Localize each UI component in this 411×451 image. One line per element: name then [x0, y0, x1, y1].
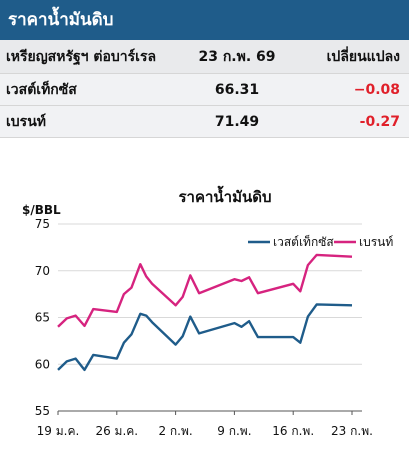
y-axis-label: $/BBL	[22, 203, 61, 217]
oil-price-table: ราคาน้ำมันดิบ เหรียญสหรัฐฯ ต่อบาร์เรล 23…	[0, 0, 409, 138]
row-name: เบรนท์	[6, 114, 46, 130]
y-tick-label: 70	[35, 264, 50, 278]
row-value: 71.49	[214, 114, 260, 130]
series-line	[57, 303, 353, 372]
row-change: −0.08	[353, 82, 400, 98]
y-tick-labels: 55 60 65 70 75	[35, 217, 50, 418]
x-tick-label: 16 ก.พ.	[272, 424, 314, 438]
legend-label: เวสต์เท็กซัส	[273, 234, 334, 249]
legend-label: เบรนท์	[359, 235, 393, 249]
row-value: 66.31	[214, 82, 260, 98]
y-tick-label: 65	[35, 311, 50, 325]
x-tick-label: 19 ม.ค.	[37, 424, 80, 438]
header-date: 23 ก.พ. 69	[198, 49, 276, 65]
table-row-wti: เวสต์เท็กซัส 66.31 −0.08	[0, 74, 409, 106]
y-tick-label: 60	[35, 357, 50, 371]
x-tick-label: 2 ก.พ.	[158, 424, 192, 438]
x-tick-labels: 19 ม.ค. 26 ม.ค. 2 ก.พ. 9 ก.พ. 16 ก.พ. 23 ก.พ.	[37, 424, 373, 438]
x-tick-label: 9 ก.พ.	[217, 424, 251, 438]
y-tick-label: 55	[35, 404, 50, 418]
table-row-brent: เบรนท์ 71.49 -0.27	[0, 106, 409, 138]
x-tick-label: 26 ม.ค.	[95, 424, 138, 438]
table-title: ราคาน้ำมันดิบ	[0, 0, 409, 40]
series-line	[57, 253, 353, 328]
row-name: เวสต์เท็กซัส	[6, 82, 77, 98]
x-tick-label: 23 ก.พ.	[331, 424, 373, 438]
gridlines	[57, 223, 362, 415]
legend: เวสต์เท็กซัส เบรนท์	[248, 234, 393, 249]
header-unit-label: เหรียญสหรัฐฯ ต่อบาร์เรล	[6, 49, 157, 65]
series-lines	[57, 253, 353, 372]
oil-price-chart: ราคาน้ำมันดิบ $/BBL 55 60 65 70 75 19 ม.ค. 26…	[22, 185, 393, 438]
chart-title: ราคาน้ำมันดิบ	[178, 185, 271, 206]
row-change: -0.27	[359, 114, 400, 130]
header-change: เปลี่ยนแปลง	[326, 49, 400, 65]
table-header-row: เหรียญสหรัฐฯ ต่อบาร์เรล 23 ก.พ. 69 เปลี่…	[0, 40, 409, 74]
y-tick-label: 75	[35, 217, 50, 231]
